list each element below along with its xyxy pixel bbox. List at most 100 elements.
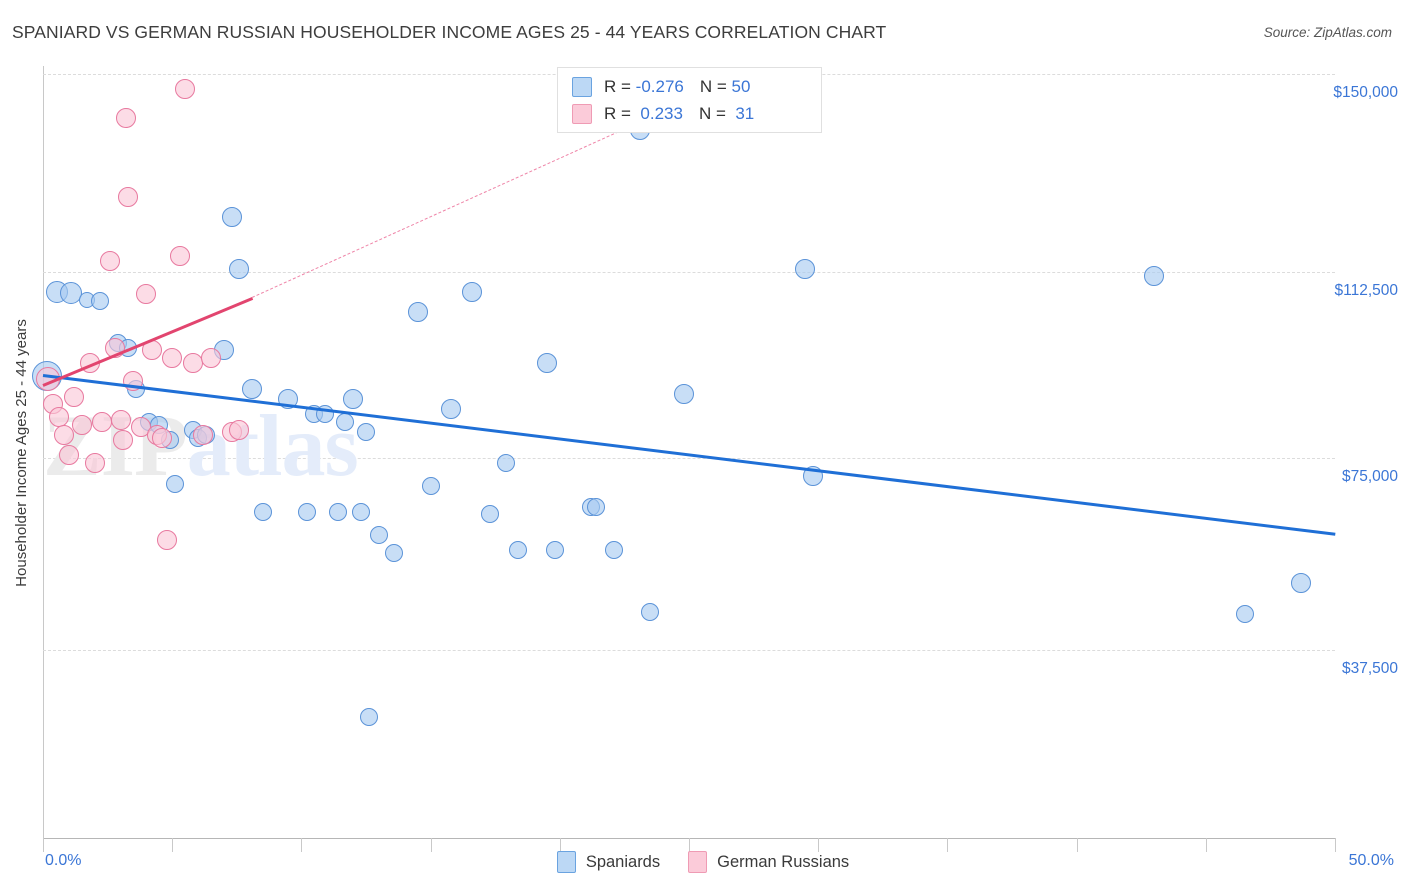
scatter-point[interactable] xyxy=(369,525,388,544)
n-value-spaniards: 50 xyxy=(731,77,751,96)
n-value-german-russians: 31 xyxy=(735,104,755,123)
scatter-point[interactable] xyxy=(328,502,347,521)
scatter-point[interactable] xyxy=(151,427,172,448)
scatter-point[interactable] xyxy=(162,348,183,369)
scatter-point[interactable] xyxy=(641,602,660,621)
swatch-german-russians-icon xyxy=(572,104,592,124)
scatter-point[interactable] xyxy=(229,258,250,279)
scatter-point[interactable] xyxy=(100,250,121,271)
gridline-75000 xyxy=(43,458,1335,459)
scatter-point[interactable] xyxy=(105,337,126,358)
scatter-point[interactable] xyxy=(242,378,263,399)
scatter-point[interactable] xyxy=(336,413,355,432)
scatter-point[interactable] xyxy=(48,407,69,428)
scatter-point[interactable] xyxy=(605,541,624,560)
r-prefix-spaniards: R = xyxy=(604,77,631,96)
scatter-point[interactable] xyxy=(496,454,515,473)
x-axis-max-label: 50.0% xyxy=(1348,852,1394,869)
scatter-point[interactable] xyxy=(278,389,299,410)
scatter-point[interactable] xyxy=(1235,605,1254,624)
scatter-point[interactable] xyxy=(351,502,370,521)
y-tick-label-75000: $75,000 xyxy=(1341,468,1398,485)
scatter-point[interactable] xyxy=(123,371,144,392)
correlation-row-german-russians: R = 0.233 N = 31 xyxy=(572,101,754,127)
scatter-point[interactable] xyxy=(545,541,564,560)
legend-item-german-russians[interactable]: German Russians xyxy=(688,851,849,873)
gridline-112500 xyxy=(43,272,1335,273)
series-legend: Spaniards German Russians xyxy=(0,851,1406,873)
scatter-point[interactable] xyxy=(795,258,816,279)
scatter-point[interactable] xyxy=(297,502,316,521)
x-tick-35 xyxy=(947,838,949,852)
y-axis-line xyxy=(43,66,44,838)
scatter-point[interactable] xyxy=(200,348,221,369)
x-tick-20 xyxy=(559,838,561,852)
swatch-spaniards-icon xyxy=(572,77,592,97)
scatter-point[interactable] xyxy=(441,399,462,420)
x-tick-25 xyxy=(689,838,690,852)
scatter-point[interactable] xyxy=(253,502,272,521)
scatter-point[interactable] xyxy=(90,292,109,311)
n-prefix-german-russians: N = xyxy=(698,104,726,123)
scatter-point[interactable] xyxy=(79,353,100,374)
y-tick-label-37500: $37,500 xyxy=(1341,660,1398,677)
scatter-point[interactable] xyxy=(175,79,196,100)
scatter-point[interactable] xyxy=(157,529,178,550)
x-tick-45 xyxy=(1205,838,1207,852)
correlation-text-spaniards: R = -0.276 N = 50 xyxy=(604,77,750,97)
scatter-point[interactable] xyxy=(141,340,162,361)
correlation-text-german-russians: R = 0.233 N = 31 xyxy=(604,104,754,124)
source-label: Source: ZipAtlas.com xyxy=(1263,25,1392,40)
legend-swatch-german-russians-icon xyxy=(688,851,708,873)
scatter-point[interactable] xyxy=(673,384,694,404)
scatter-point[interactable] xyxy=(84,453,105,474)
x-axis-min-label: 0.0% xyxy=(45,852,82,869)
scatter-point[interactable] xyxy=(229,419,250,440)
x-tick-50 xyxy=(1335,838,1336,852)
scatter-point[interactable] xyxy=(64,386,84,407)
scatter-point[interactable] xyxy=(407,302,428,323)
scatter-point[interactable] xyxy=(58,445,79,466)
scatter-point[interactable] xyxy=(343,389,364,410)
scatter-point[interactable] xyxy=(71,414,92,435)
legend-label-spaniards: Spaniards xyxy=(585,852,661,871)
scatter-point[interactable] xyxy=(182,353,203,374)
scatter-point[interactable] xyxy=(53,424,74,445)
scatter-point[interactable] xyxy=(359,707,378,726)
x-tick-30 xyxy=(818,838,820,852)
legend-item-spaniards[interactable]: Spaniards xyxy=(556,851,661,873)
scatter-point[interactable] xyxy=(136,284,157,305)
y-axis-title: Householder Income Ages 25 - 44 years xyxy=(13,319,30,587)
r-value-spaniards: -0.276 xyxy=(635,77,684,96)
page-title: SPANIARD VS GERMAN RUSSIAN HOUSEHOLDER I… xyxy=(12,22,887,42)
scatter-point[interactable] xyxy=(118,186,139,207)
scatter-point[interactable] xyxy=(193,424,214,445)
scatter-point[interactable] xyxy=(315,405,334,424)
y-tick-label-150000: $150,000 xyxy=(1333,84,1398,101)
scatter-point[interactable] xyxy=(461,281,482,302)
legend-swatch-spaniards-icon xyxy=(556,851,576,873)
scatter-point[interactable] xyxy=(536,353,557,374)
scatter-point[interactable] xyxy=(110,409,131,430)
scatter-point[interactable] xyxy=(1144,266,1165,287)
scatter-point[interactable] xyxy=(113,430,134,451)
scatter-point[interactable] xyxy=(481,505,500,524)
scatter-point[interactable] xyxy=(385,543,404,562)
scatter-point[interactable] xyxy=(165,474,184,493)
scatter-point[interactable] xyxy=(115,107,136,128)
scatter-point[interactable] xyxy=(1291,573,1312,594)
x-tick-10 xyxy=(301,838,303,852)
scatter-point[interactable] xyxy=(36,366,61,391)
correlation-row-spaniards: R = -0.276 N = 50 xyxy=(572,74,750,100)
scatter-point[interactable] xyxy=(586,497,605,516)
scatter-point[interactable] xyxy=(221,207,242,228)
scatter-point[interactable] xyxy=(357,423,375,442)
scatter-point[interactable] xyxy=(421,477,440,496)
legend-label-german-russians: German Russians xyxy=(717,852,850,871)
scatter-point[interactable] xyxy=(169,245,190,266)
scatter-point[interactable] xyxy=(92,412,113,433)
scatter-point[interactable] xyxy=(509,541,528,560)
scatter-point[interactable] xyxy=(803,465,824,486)
y-tick-label-112500: $112,500 xyxy=(1334,282,1399,299)
